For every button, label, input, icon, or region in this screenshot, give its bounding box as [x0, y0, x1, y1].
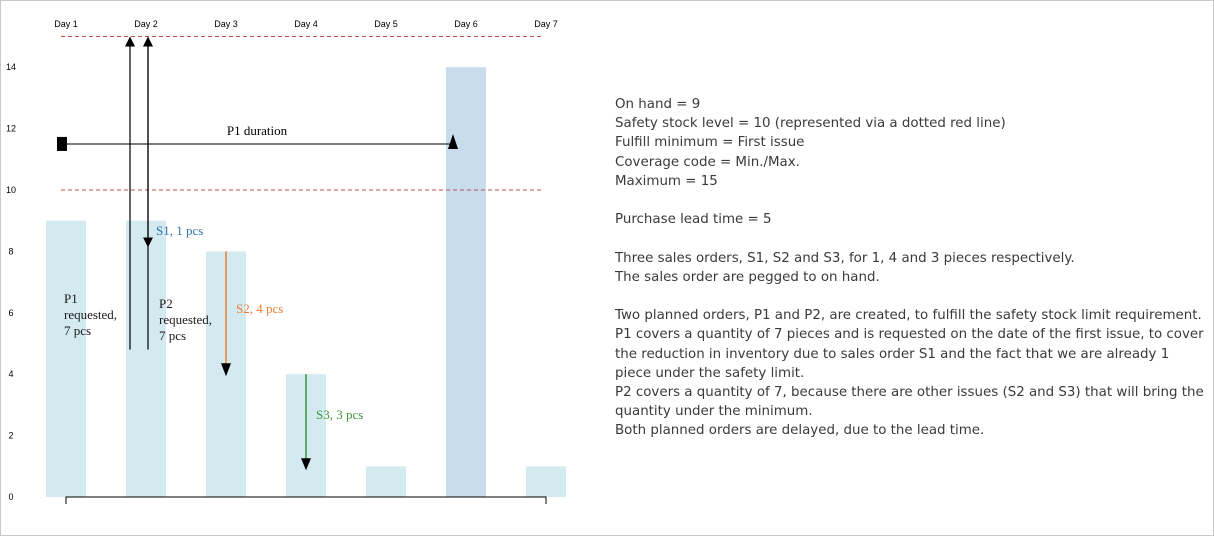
y-tick-label: 4 [8, 369, 13, 379]
s2-arrowhead [221, 363, 231, 377]
y-tick-label: 6 [8, 308, 13, 318]
note-on-hand: On hand = 9 [615, 97, 701, 112]
y-tick-label: 10 [6, 185, 16, 195]
note-planned-orders: Two planned orders, P1 and P2, are creat… [615, 308, 1202, 324]
note-p2: P2 covers a quantity of 7, because there… [615, 385, 1204, 420]
inventory-chart: Day 1 Day 2 Day 3 Day 4 Day 5 Day 6 Day 7 0 2 4 6 8… [6, 19, 566, 504]
p2-label: P2 requested, 7 pcs [159, 296, 212, 343]
s2-label: S2, 4 pcs [236, 301, 283, 316]
x-tick-label: Day 1 [54, 19, 78, 29]
note-sales-orders: Three sales orders, S1, S2 and S3, for 1… [615, 250, 1075, 266]
bar-day-2 [126, 220, 166, 497]
note-safety-stock: Safety stock level = 10 (represented via… [615, 116, 1006, 132]
p1-label-line: 7 pcs [64, 323, 91, 338]
note-fulfill-minimum: Fulfill minimum = First issue [615, 135, 805, 151]
y-tick-label: 8 [8, 246, 13, 256]
x-tick-label: Day 4 [294, 19, 318, 29]
p1-duration-label: P1 duration [227, 123, 288, 138]
p2-label-line: P2 [159, 296, 173, 311]
x-tick-label: Day 3 [214, 19, 238, 29]
p1-label-line: requested, [64, 307, 117, 322]
y-tick-label: 2 [8, 431, 13, 441]
bar-day-6-receipt [446, 67, 486, 497]
x-axis-line [65, 496, 547, 504]
x-tick-label: Day 2 [134, 19, 158, 29]
note-coverage-code: Coverage code = Min./Max. [615, 154, 800, 170]
note-maximum: Maximum = 15 [615, 173, 718, 189]
note-p1: P1 covers a quantity of 7 pieces and is … [615, 327, 1204, 381]
explanation-text: On hand = 9 Safety stock level = 10 (rep… [615, 95, 1205, 441]
axis-layer: Day 1 Day 2 Day 3 Day 4 Day 5 Day 6 Day 7 0 2 4 6 8… [6, 19, 558, 504]
note-lead-time: Purchase lead time = 5 [615, 212, 772, 228]
p1-duration-arrowhead [448, 133, 458, 149]
y-tick-label: 14 [6, 62, 16, 72]
p1-label: P1 requested, 7 pcs [64, 291, 117, 338]
p2-label-line: 7 pcs [159, 328, 186, 343]
bar-day-7 [526, 466, 566, 497]
note-pegging: The sales order are pegged to on hand. [615, 269, 880, 285]
bar-day-5 [366, 466, 406, 497]
note-delay: Both planned orders are delayed, due to … [615, 423, 985, 439]
y-tick-label: 0 [8, 492, 13, 502]
s3-label: S3, 3 pcs [316, 407, 363, 422]
x-tick-label: Day 5 [374, 19, 398, 29]
bar-day-1 [46, 220, 86, 497]
x-tick-label: Day 7 [534, 19, 558, 29]
s3-arrowhead [301, 458, 311, 471]
s1-label: S1, 1 pcs [156, 223, 203, 238]
x-tick-label: Day 6 [454, 19, 478, 29]
p2-label-line: requested, [159, 312, 212, 327]
y-tick-label: 12 [6, 124, 16, 134]
reference-lines-layer [61, 36, 544, 191]
p1-label-line: P1 [64, 291, 78, 306]
